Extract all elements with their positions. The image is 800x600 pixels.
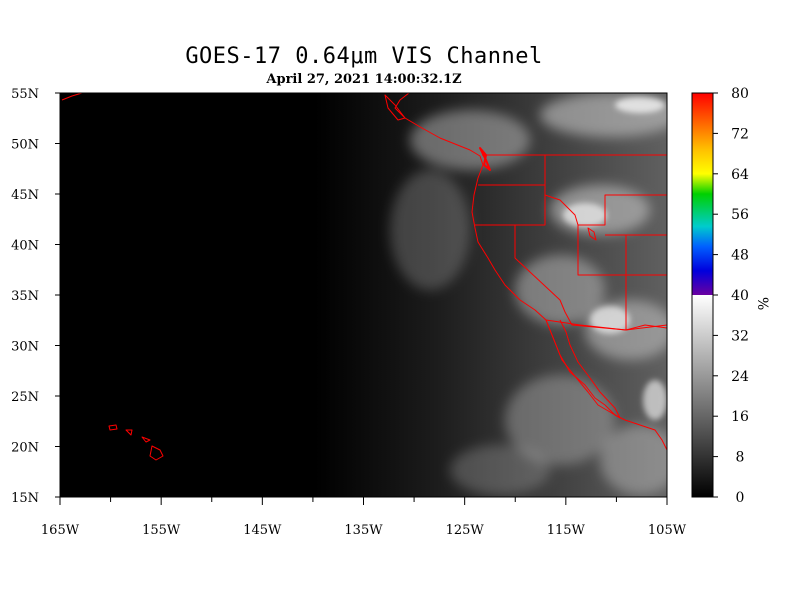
lat-tick-label: 35N [11,289,39,304]
lat-tick-label: 45N [11,188,39,203]
lon-tick-label: 105W [648,523,687,538]
colorbar-tick-label: 40 [731,288,749,304]
great-salt-lake [587,227,597,241]
colorbar-tick-label: 8 [736,450,745,466]
alaska-coast [61,93,83,101]
colorbar-tick-label: 56 [731,207,749,223]
colorbar-tick-label: 48 [731,248,749,264]
lon-tick-label: 125W [446,523,485,538]
chart-title: GOES-17 0.64μm VIS Channel [185,44,543,69]
lat-tick-label: 25N [11,390,39,405]
colorbar-gradient [691,92,714,498]
lon-tick-label: 145W [243,523,282,538]
hawaii-kauai [108,424,118,431]
lon-tick-label: 115W [547,523,586,538]
lat-tick-label: 55N [11,87,39,102]
lat-tick-label: 20N [11,441,39,456]
baja-peninsula [545,319,621,419]
state-borders [475,155,667,331]
colorbar-tick-label: 64 [731,167,749,183]
lon-tick-label: 155W [142,523,181,538]
lon-tick-label: 135W [344,523,383,538]
hawaii-big-island [149,445,164,461]
colorbar-tick-label: 32 [731,328,749,344]
colorbar-tick-label: 16 [731,409,749,425]
lat-tick-label: 15N [11,491,39,506]
longitude-axis: 165W 155W 145W 135W 125W 115W 105W [41,497,687,538]
vancouver-island [384,94,406,121]
colorbar-tick-label: 0 [736,490,745,506]
mexico-border [545,319,667,331]
chart-subtitle: April 27, 2021 14:00:32.1Z [266,72,462,87]
puget-sound [479,147,491,171]
hawaii-oahu [125,429,133,436]
hawaii-maui [141,436,151,443]
lat-tick-label: 50N [11,138,39,153]
colorbar-tick-label: 24 [731,369,749,385]
lat-tick-label: 30N [11,340,39,355]
colorbar-tick-label: 80 [731,86,749,102]
colorbar-unit: % [754,297,770,310]
map-panel [60,93,667,497]
west-coast-coastline [394,93,667,451]
latitude-axis: 55N 50N 45N 40N 35N 30N 25N 20N 15N [11,87,60,506]
lat-tick-label: 40N [11,239,39,254]
lon-tick-label: 165W [41,523,80,538]
colorbar-tick-label: 72 [731,126,749,142]
coastlines-and-borders [61,93,667,461]
